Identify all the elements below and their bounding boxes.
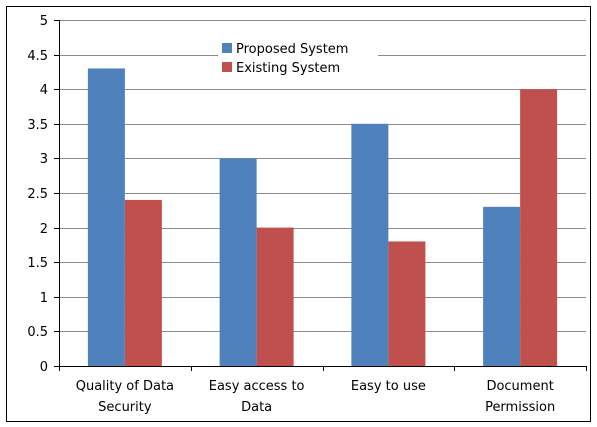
bar-proposed-system — [483, 206, 521, 366]
legend-swatch — [222, 62, 232, 72]
legend-label: Proposed System — [236, 42, 348, 57]
legend-swatch — [222, 43, 232, 53]
y-tick-label: 1 — [40, 291, 48, 306]
x-tick-label: Easy access to — [209, 379, 305, 394]
bar-proposed-system — [219, 158, 257, 366]
bar-proposed-system — [351, 123, 389, 366]
x-tick-label: Document — [486, 379, 553, 394]
legend-box — [218, 35, 378, 77]
chart-frame: 0 0.5 1 1.5 2 2.5 3 3.5 4 4.5 5 Quality of Data Secu… — [6, 6, 591, 422]
y-tick-label: 4 — [40, 83, 48, 98]
bar-proposed-system — [87, 68, 125, 366]
y-tick-label: 1.5 — [27, 256, 48, 271]
y-tick-label: 4.5 — [27, 49, 48, 64]
x-tick-label: Data — [241, 400, 272, 415]
y-tick-label: 2 — [40, 222, 48, 237]
x-tick-label: Easy to use — [351, 379, 426, 394]
bar-existing-system — [124, 199, 162, 366]
bar-existing-system — [520, 89, 558, 366]
x-tick-label: Security — [98, 400, 152, 415]
legend: Proposed System Existing System — [218, 35, 378, 77]
bar-chart: 0 0.5 1 1.5 2 2.5 3 3.5 4 4.5 5 Quality of Data Secu… — [27, 14, 587, 415]
legend-label: Existing System — [236, 61, 340, 76]
y-tick-label: 0.5 — [27, 325, 48, 340]
y-tick-label: 3 — [40, 152, 48, 167]
y-tick-label: 2.5 — [27, 187, 48, 202]
x-tick-label: Permission — [485, 400, 555, 415]
axis-labels: 0 0.5 1 1.5 2 2.5 3 3.5 4 4.5 5 Quality of Data Secu… — [27, 14, 555, 415]
y-tick-label: 0 — [40, 360, 48, 375]
x-tick-label: Quality of Data — [76, 379, 174, 394]
bars — [87, 68, 558, 366]
bar-existing-system — [256, 227, 294, 366]
y-tick-label: 3.5 — [27, 118, 48, 133]
bar-existing-system — [388, 241, 426, 366]
axes — [54, 20, 587, 371]
y-tick-label: 5 — [40, 14, 48, 29]
